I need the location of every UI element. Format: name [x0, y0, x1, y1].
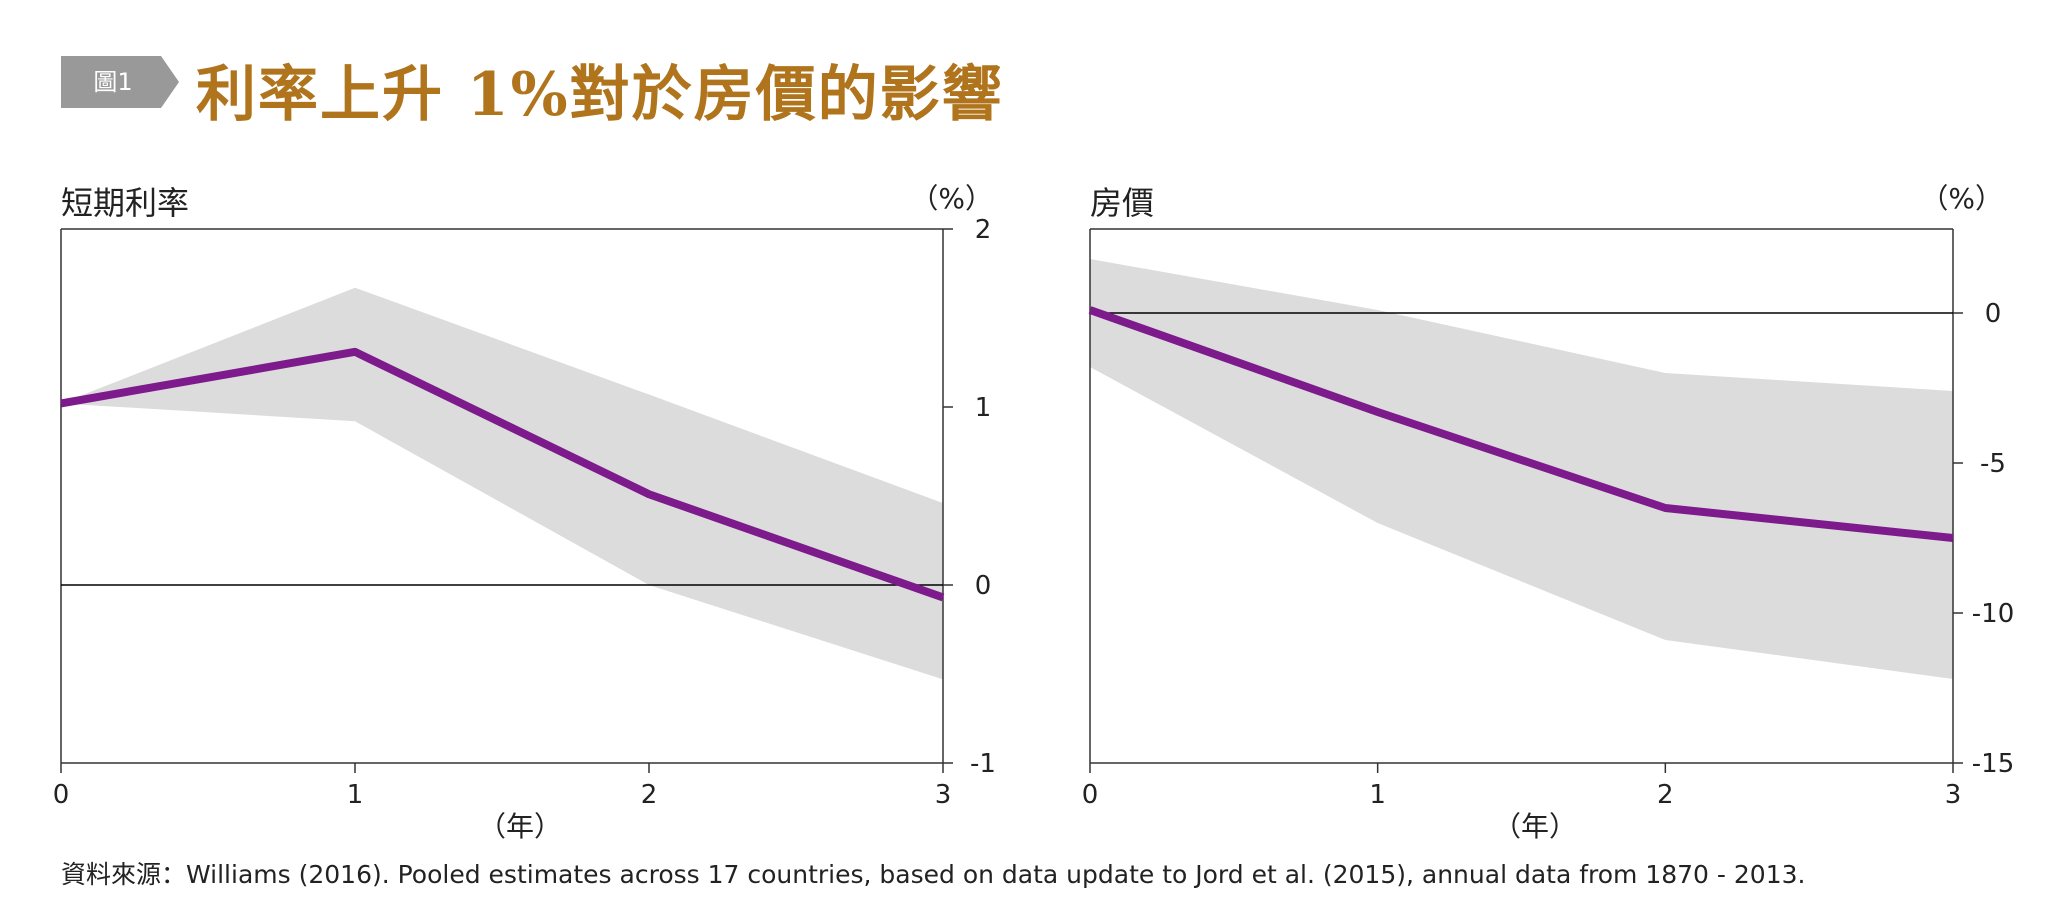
series-line: [60, 347, 945, 602]
y-unit-label: （%）: [1920, 182, 2003, 215]
figure-label-arrow: [61, 56, 179, 108]
confidence-band: [1090, 259, 1953, 679]
x-tick-label: 0: [1082, 780, 1099, 810]
x-tick-label: 2: [641, 780, 658, 810]
y-tick-label: -1: [970, 749, 996, 779]
y-tick-label: -10: [1972, 599, 2014, 629]
figure-title: 利率上升 1%對於房價的影響: [196, 60, 1004, 130]
x-axis-label: （年）: [1493, 810, 1577, 843]
y-tick-label: 1: [975, 393, 992, 423]
y-tick-label: -5: [1980, 449, 2006, 479]
panel-title: 房價: [1090, 184, 1154, 222]
x-tick-label: 1: [347, 780, 364, 810]
y-tick-label: 2: [975, 215, 992, 245]
figure-label-tag: 圖1: [61, 56, 179, 108]
x-tick-label: 3: [935, 780, 952, 810]
figure-label: 圖1: [93, 68, 133, 96]
panel-title: 短期利率: [61, 184, 189, 222]
x-tick-label: 0: [53, 780, 70, 810]
chart-panel-2: [1088, 228, 1963, 773]
x-axis-label: （年）: [478, 810, 562, 843]
x-tick-label: 2: [1657, 780, 1674, 810]
x-tick-label: 3: [1945, 780, 1962, 810]
chart-panel-1: [60, 228, 953, 773]
source-note: 資料來源：Williams (2016). Pooled estimates a…: [61, 860, 1806, 889]
y-tick-label: -15: [1972, 749, 2014, 779]
y-unit-label: （%）: [910, 182, 993, 215]
x-tick-label: 1: [1369, 780, 1386, 810]
y-tick-label: 0: [975, 571, 992, 601]
confidence-band: [61, 287, 943, 680]
series-line: [1088, 306, 1954, 542]
y-tick-label: 0: [1985, 299, 2002, 329]
